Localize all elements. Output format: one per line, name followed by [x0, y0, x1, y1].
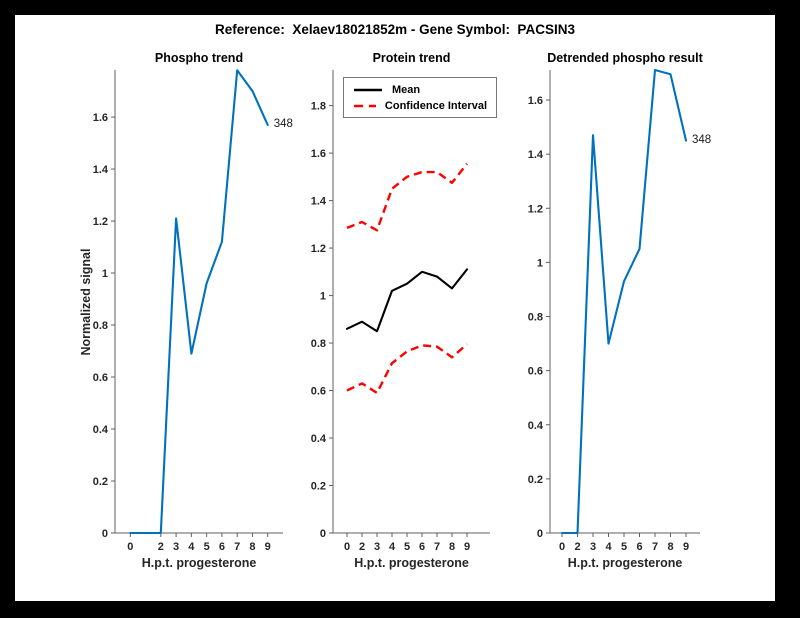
svg-text:3: 3: [590, 541, 596, 553]
legend-entry-confidence-interval: Confidence Interval: [344, 98, 496, 114]
legend-ci-dashed-line-swatch: [354, 104, 376, 108]
legend-label-mean: Mean: [392, 84, 421, 96]
svg-text:6: 6: [419, 541, 425, 553]
svg-text:1.2: 1.2: [528, 203, 543, 215]
svg-text:0.8: 0.8: [93, 320, 108, 332]
svg-text:1.8: 1.8: [311, 101, 326, 113]
matlab-figure: Reference: Xelaev18021852m - Gene Symbol…: [15, 15, 775, 601]
legend-mean-line-swatch: [354, 88, 382, 92]
svg-text:1.4: 1.4: [93, 164, 109, 176]
svg-text:0.4: 0.4: [93, 424, 109, 436]
legend: Mean Confidence Interval: [343, 77, 497, 118]
svg-text:0: 0: [537, 528, 543, 540]
svg-text:5: 5: [621, 541, 627, 553]
svg-text:0.6: 0.6: [528, 366, 543, 378]
svg-text:9: 9: [464, 541, 470, 553]
svg-text:1.6: 1.6: [93, 112, 108, 124]
svg-text:1.4: 1.4: [528, 149, 544, 161]
svg-text:0: 0: [102, 528, 108, 540]
svg-text:2: 2: [359, 541, 365, 553]
svg-text:0.6: 0.6: [311, 386, 326, 398]
svg-text:9: 9: [683, 541, 689, 553]
svg-text:8: 8: [449, 541, 455, 553]
svg-text:4: 4: [188, 541, 195, 553]
svg-text:1.2: 1.2: [311, 243, 326, 255]
svg-text:5: 5: [404, 541, 410, 553]
x-axis-label-detrended: H.p.t. progesterone: [567, 556, 683, 570]
svg-text:1.4: 1.4: [311, 196, 327, 208]
svg-text:1: 1: [102, 268, 108, 280]
svg-text:7: 7: [234, 541, 240, 553]
chart-title-protein-trend: Protein trend: [372, 51, 451, 65]
svg-text:6: 6: [219, 541, 225, 553]
svg-text:8: 8: [249, 541, 255, 553]
svg-text:3: 3: [173, 541, 179, 553]
svg-text:7: 7: [652, 541, 658, 553]
svg-text:0: 0: [344, 541, 350, 553]
svg-text:0.4: 0.4: [528, 420, 544, 432]
svg-text:0: 0: [127, 541, 133, 553]
svg-text:0.8: 0.8: [528, 312, 543, 324]
svg-text:1: 1: [320, 291, 326, 303]
x-axis-label-protein: H.p.t. progesterone: [354, 556, 469, 570]
svg-text:1.2: 1.2: [93, 216, 108, 228]
svg-text:0.8: 0.8: [311, 338, 326, 350]
svg-text:5: 5: [204, 541, 210, 553]
x-axis-label-phospho: H.p.t. progesterone: [141, 556, 257, 570]
svg-text:0.2: 0.2: [311, 481, 326, 493]
svg-text:4: 4: [605, 541, 612, 553]
chart-title-detrended-result: Detrended phospho result: [547, 51, 703, 65]
plot-canvas: 0 2 3 4 5 6 7 8 900.20.40.60.811.21.41.60 2 3 4 5 6 7 8…: [93, 68, 700, 553]
svg-text:1.6: 1.6: [311, 148, 326, 160]
svg-text:6: 6: [636, 541, 642, 553]
svg-text:4: 4: [389, 541, 396, 553]
svg-text:9: 9: [265, 541, 271, 553]
y-axis-label: Normalized signal: [79, 248, 93, 356]
svg-text:0.4: 0.4: [311, 433, 327, 445]
figure-title: Reference: Xelaev18021852m - Gene Symbol…: [215, 22, 575, 37]
svg-text:7: 7: [434, 541, 440, 553]
svg-text:0.2: 0.2: [93, 476, 108, 488]
svg-text:0: 0: [559, 541, 565, 553]
svg-text:1: 1: [537, 257, 543, 269]
chart-title-phospho-trend: Phospho trend: [154, 51, 244, 65]
svg-text:8: 8: [667, 541, 673, 553]
legend-entry-mean: Mean: [344, 82, 496, 98]
svg-text:3: 3: [374, 541, 380, 553]
annotation-348-phospho: 348: [273, 117, 293, 130]
svg-text:0: 0: [320, 528, 326, 540]
svg-text:2: 2: [574, 541, 580, 553]
svg-text:0.2: 0.2: [528, 474, 543, 486]
svg-text:1.6: 1.6: [528, 95, 543, 107]
legend-label-confidence-interval: Confidence Interval: [384, 100, 487, 112]
annotation-348-detrended: 348: [692, 133, 712, 146]
svg-text:2: 2: [158, 541, 164, 553]
svg-text:0.6: 0.6: [93, 372, 108, 384]
